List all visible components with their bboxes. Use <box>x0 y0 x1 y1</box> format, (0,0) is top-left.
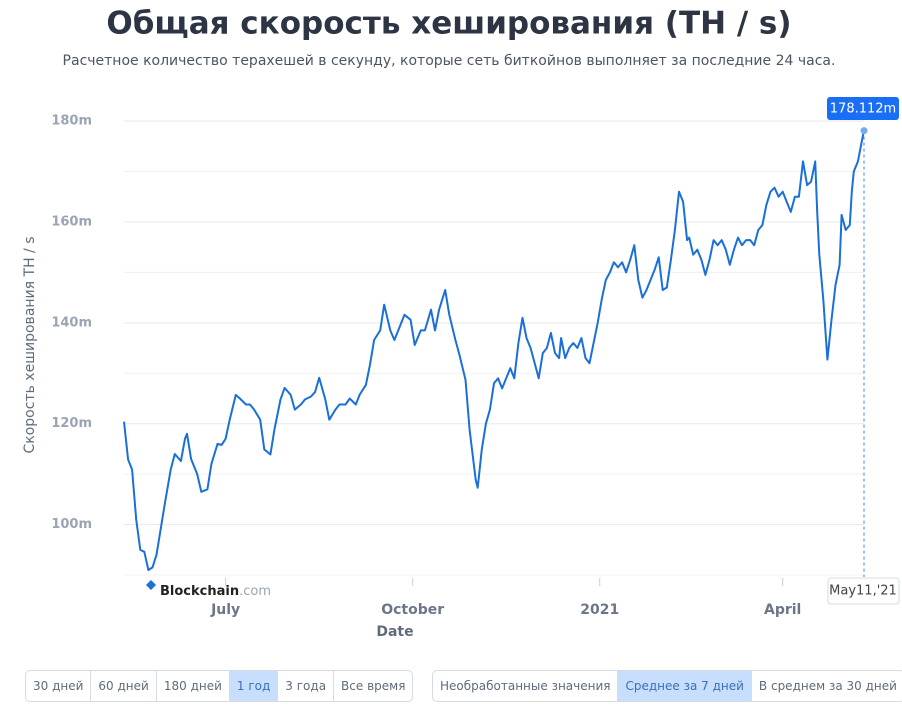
brand-suffix: .com <box>239 584 271 599</box>
brand: Blockchain.com <box>146 580 271 599</box>
option-button[interactable]: 3 года <box>278 671 335 701</box>
brand-icon <box>146 580 156 590</box>
average-buttons: Необработанные значения Среднее за 7 дней… <box>432 670 902 702</box>
range-buttons: 30 дней 60 дней 180 дней 1 год 3 года Все вре… <box>25 670 414 702</box>
hover-label: 178.112m <box>830 102 896 117</box>
y-tick-label: 180m <box>51 114 92 129</box>
chart-subtitle: Расчетное количество терахешей в секунду… <box>63 53 836 69</box>
option-button[interactable]: В среднем за 30 дней <box>758 679 897 693</box>
option-button[interactable]: 180 дней <box>157 671 230 701</box>
option-button[interactable]: Необработанные значения <box>433 671 619 701</box>
hover-date: May11,'21 <box>829 584 897 599</box>
y-tick-label: 100m <box>51 517 92 532</box>
x-tick-label: 2021 <box>580 602 619 618</box>
hover-label-box <box>827 97 899 120</box>
y-tick-label: 160m <box>51 214 92 229</box>
chart-title: Общая скорость хеширования (TH / s) <box>106 6 791 42</box>
chart: Общая скорость хеширования (TH / s) Расч… <box>22 6 900 640</box>
brand-main: Blockchain <box>160 584 239 599</box>
x-tick-label: July <box>210 602 240 618</box>
brand-name: Blockchain.com <box>160 584 271 599</box>
option-button[interactable]: 1 год <box>229 671 279 701</box>
hover-point <box>860 127 868 135</box>
option-button[interactable]: Среднее за 7 дней <box>618 671 752 701</box>
option-button[interactable]: Все время <box>341 679 406 693</box>
option-button[interactable]: 30 дней <box>26 671 92 701</box>
y-tick-label: 120m <box>51 416 92 431</box>
option-button[interactable]: 60 дней <box>91 671 157 701</box>
line <box>123 130 865 571</box>
x-tick-label: October <box>381 602 444 618</box>
x-tick-label: April <box>764 602 801 618</box>
hover-date-box <box>827 577 900 605</box>
x-axis-title: Date <box>376 624 413 640</box>
y-axis-title: Скорость хеширования TH / s <box>22 236 38 453</box>
y-tick-label: 140m <box>51 315 92 330</box>
